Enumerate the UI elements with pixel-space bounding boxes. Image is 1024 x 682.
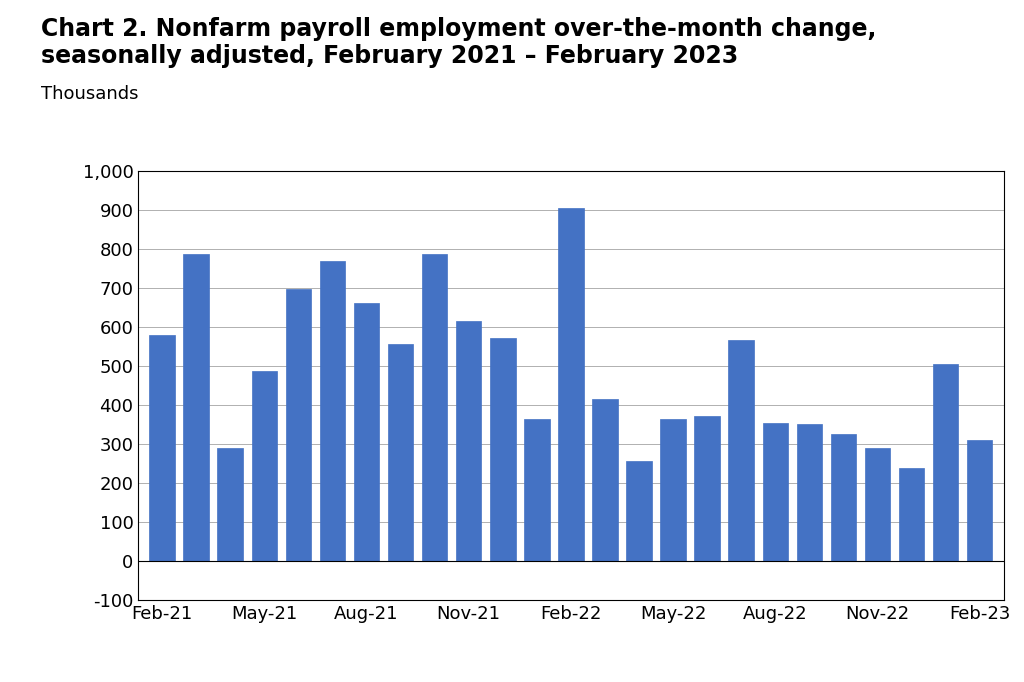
Bar	[353, 303, 379, 561]
Bar	[524, 419, 550, 561]
Bar	[660, 419, 686, 561]
Bar	[899, 468, 925, 561]
Bar	[864, 448, 890, 561]
Bar	[456, 321, 481, 561]
Bar	[627, 462, 652, 561]
Bar	[933, 364, 958, 561]
Text: seasonally adjusted, February 2021 – February 2023: seasonally adjusted, February 2021 – Feb…	[41, 44, 738, 68]
Bar	[422, 254, 447, 561]
Bar	[763, 423, 788, 561]
Bar	[150, 336, 175, 561]
Bar	[830, 434, 856, 561]
Bar	[489, 338, 515, 561]
Bar	[967, 440, 992, 561]
Bar	[388, 344, 414, 561]
Bar	[592, 398, 617, 561]
Bar	[558, 207, 584, 561]
Text: Thousands: Thousands	[41, 85, 138, 103]
Bar	[319, 261, 345, 561]
Bar	[694, 416, 720, 561]
Bar	[286, 289, 311, 561]
Text: Chart 2. Nonfarm payroll employment over-the-month change,: Chart 2. Nonfarm payroll employment over…	[41, 17, 877, 41]
Bar	[252, 371, 278, 561]
Bar	[217, 448, 243, 561]
Bar	[728, 340, 754, 561]
Bar	[797, 424, 822, 561]
Bar	[183, 254, 209, 561]
